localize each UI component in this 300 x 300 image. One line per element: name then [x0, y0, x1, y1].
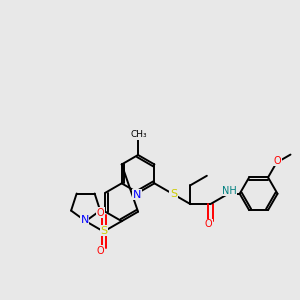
Text: O: O: [205, 219, 212, 229]
Text: S: S: [100, 226, 107, 236]
Text: N: N: [133, 190, 141, 200]
Text: O: O: [97, 246, 104, 256]
Text: CH₃: CH₃: [131, 130, 147, 140]
Text: S: S: [170, 189, 177, 199]
Text: O: O: [97, 208, 104, 218]
Text: O: O: [274, 156, 281, 166]
Text: NH: NH: [222, 186, 237, 196]
Text: N: N: [80, 215, 89, 225]
